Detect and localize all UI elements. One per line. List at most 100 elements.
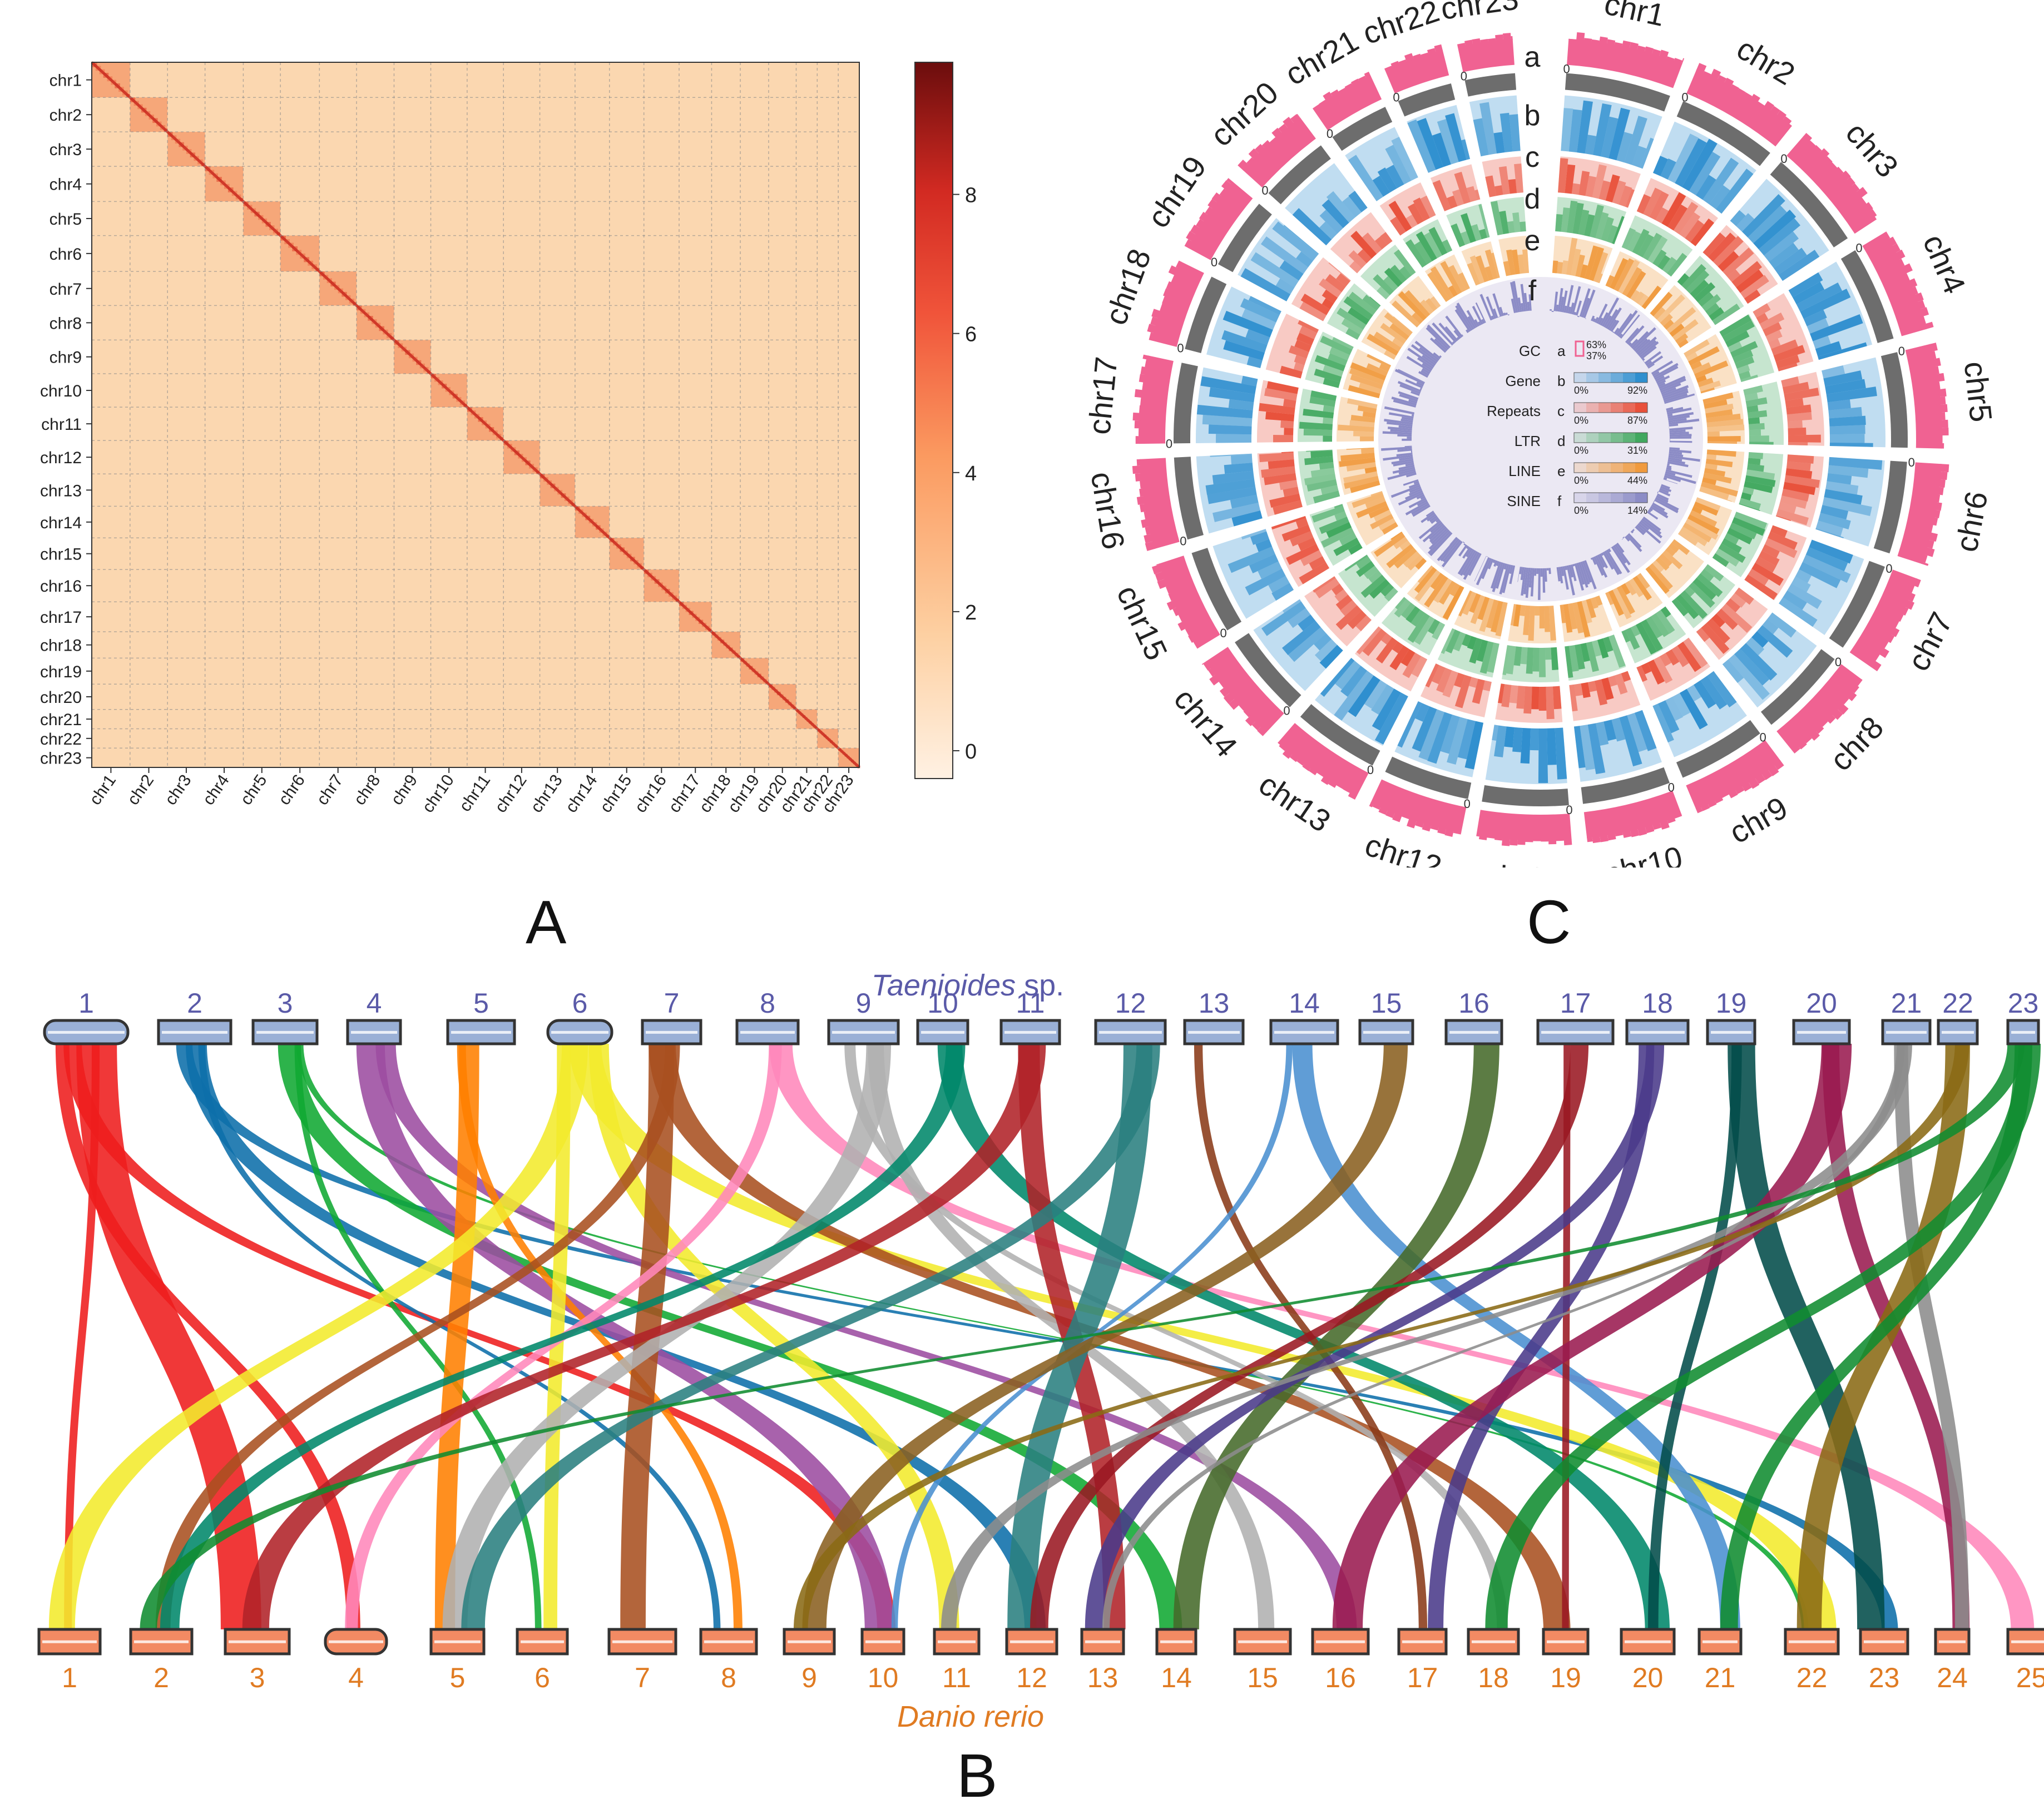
heatmap-block: [769, 340, 796, 374]
legend-track-id: f: [1557, 493, 1562, 509]
circos-sine-bar: [1552, 311, 1554, 312]
top-chromosome-stripe: [551, 1031, 608, 1034]
heatmap-block: [838, 658, 859, 684]
heatmap-block: [575, 97, 610, 132]
top-chromosome-label: 16: [1458, 988, 1489, 1019]
heatmap-block: [243, 166, 280, 201]
heatmap-block: [769, 166, 796, 201]
legend-swatch: [1623, 493, 1635, 503]
heatmap-block: [740, 569, 769, 602]
circos-chrom-label: chr18: [1098, 244, 1158, 329]
top-chromosome-label: 18: [1642, 988, 1673, 1019]
heatmap-block: [796, 632, 817, 658]
circos-line-bar: [1360, 437, 1374, 442]
heatmap-col-label: chr10: [419, 771, 458, 816]
circos-chrom-label: chr7: [1901, 607, 1959, 677]
heatmap-block: [769, 506, 796, 538]
circos-line-bar: [1708, 441, 1737, 444]
top-chromosome-label: 23: [2008, 988, 2039, 1019]
heatmap-block: [817, 684, 838, 710]
legend-swatch: [1623, 373, 1635, 383]
legend-track-name: Repeats: [1487, 403, 1541, 419]
heatmap-block: [205, 506, 244, 538]
heatmap-block: [679, 728, 711, 748]
heatmap-block: [243, 97, 280, 132]
heatmap-block: [838, 538, 859, 569]
heatmap-block: [280, 271, 319, 305]
circos-chrom-label: chr3: [1839, 115, 1905, 184]
heatmap-block: [644, 728, 679, 748]
circos-tick-label: 0: [1461, 69, 1467, 83]
heatmap-block: [610, 748, 644, 767]
heatmap-block: [205, 569, 244, 602]
circos-gc-bar: [1495, 34, 1503, 42]
heatmap-block: [679, 474, 711, 506]
heatmap-block: [92, 602, 130, 632]
heatmap-block: [769, 538, 796, 569]
bottom-chromosome-label: 20: [1632, 1662, 1664, 1693]
top-chromosome-label: 21: [1891, 988, 1922, 1019]
heatmap-block: [679, 132, 711, 166]
heatmap-block: [817, 305, 838, 340]
heatmap-block: [130, 271, 167, 305]
heatmap-block: [431, 474, 467, 506]
colorbar-tick-label: 8: [965, 184, 977, 207]
heatmap-block: [92, 710, 130, 729]
heatmap-block: [319, 728, 357, 748]
circos-gc-bar: [1938, 389, 1946, 397]
heatmap-block: [130, 440, 167, 474]
heatmap-block: [644, 602, 679, 632]
legend-track-name: LINE: [1508, 463, 1541, 479]
bottom-chromosome-label: 18: [1478, 1662, 1509, 1693]
heatmap-block: [280, 62, 319, 97]
heatmap-block: [431, 658, 467, 684]
heatmap-row-label: chr1: [50, 72, 82, 90]
heatmap-block: [769, 97, 796, 132]
heatmap-block: [394, 728, 430, 748]
bottom-chromosome-stripe: [1085, 1640, 1120, 1643]
heatmap-block: [394, 97, 430, 132]
legend-swatch: [1611, 433, 1623, 443]
heatmap-block: [431, 97, 467, 132]
heatmap-block: [610, 166, 644, 201]
heatmap-block: [711, 166, 740, 201]
heatmap-block: [92, 407, 130, 440]
circos-repeats-bar: [1788, 442, 1808, 445]
bottom-chromosome-stripe: [938, 1640, 976, 1643]
heatmap-block: [280, 340, 319, 374]
heatmap-block: [817, 710, 838, 729]
circos-ideogram: [1174, 363, 1198, 443]
heatmap-block: [130, 602, 167, 632]
circos-gc-bar: [1564, 839, 1572, 845]
heatmap-block: [357, 407, 394, 440]
heatmap-block: [167, 602, 205, 632]
circos-ideogram: [1482, 785, 1569, 806]
heatmap-block: [205, 271, 244, 305]
heatmap-block: [711, 407, 740, 440]
heatmap-block: [357, 748, 394, 767]
heatmap-block: [357, 201, 394, 235]
heatmap-block: [679, 201, 711, 235]
heatmap-block: [205, 97, 244, 132]
circos-gc-bar: [1135, 389, 1144, 398]
heatmap-block: [243, 602, 280, 632]
heatmap-block: [769, 62, 796, 97]
heatmap-block: [394, 748, 430, 767]
heatmap-block: [817, 474, 838, 506]
circos-tick-label: 0: [1563, 62, 1570, 76]
bottom-chromosome-label: 3: [250, 1662, 265, 1693]
heatmap-block: [503, 374, 540, 407]
heatmap-block: [679, 374, 711, 407]
heatmap-block: [610, 684, 644, 710]
heatmap-block: [357, 474, 394, 506]
circos-ltr-bar: [1533, 648, 1540, 672]
circos-ltr-bar: [1323, 418, 1333, 424]
circos-ltr-bar: [1323, 435, 1332, 442]
heatmap-block: [817, 166, 838, 201]
heatmap-block: [817, 506, 838, 538]
circos-sine-bar: [1541, 568, 1543, 577]
bottom-chromosome-stripe: [1238, 1640, 1287, 1643]
heatmap-block: [540, 684, 575, 710]
heatmap-block: [243, 506, 280, 538]
circos-gc-bar: [1510, 839, 1518, 846]
